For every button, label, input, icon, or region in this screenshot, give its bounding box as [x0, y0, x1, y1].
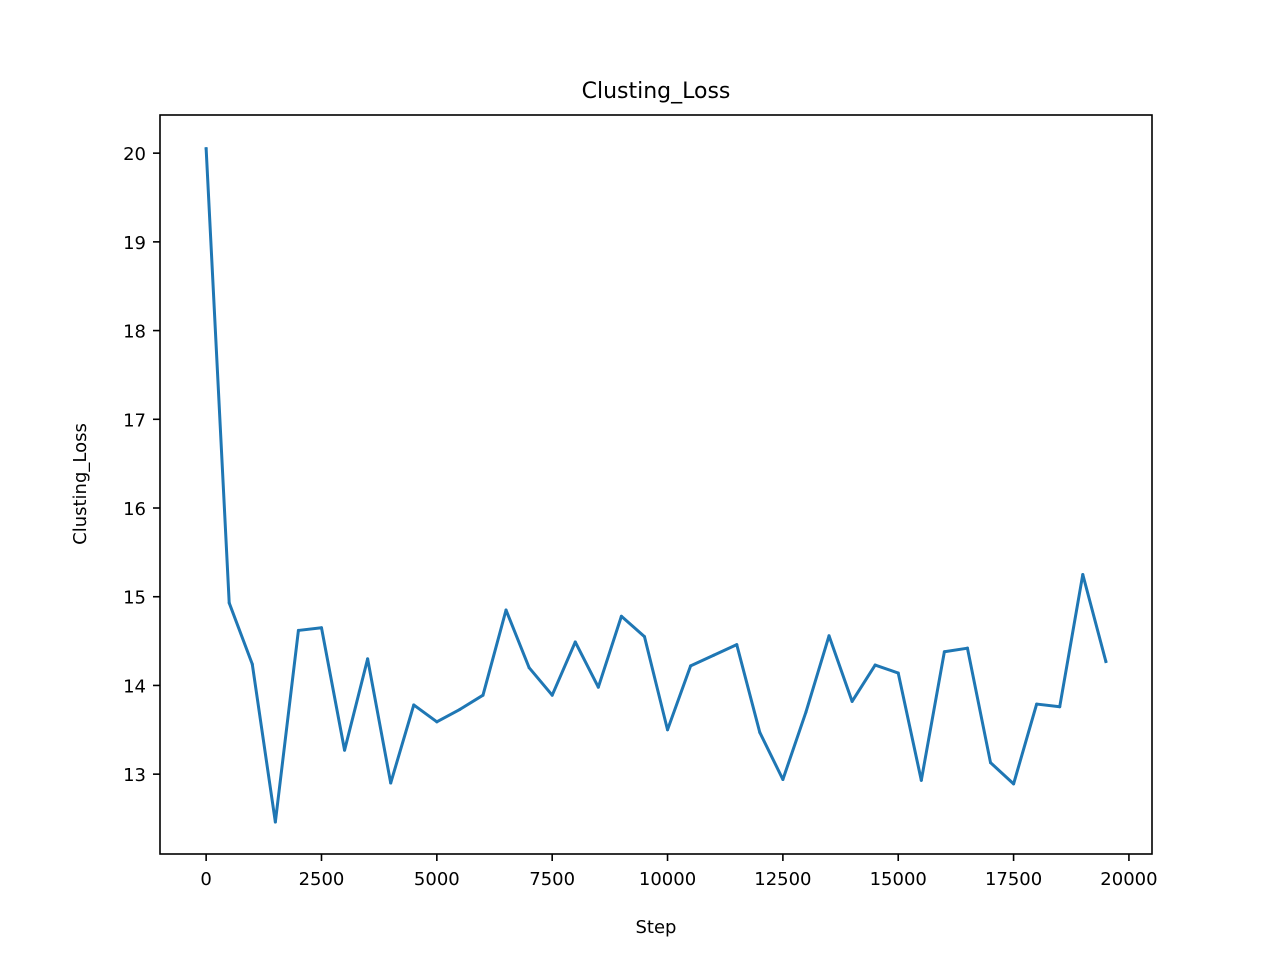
y-axis-label: Clusting_Loss: [70, 423, 91, 545]
y-tick-label: 19: [123, 233, 146, 254]
x-tick-label: 12500: [754, 869, 811, 890]
x-tick-label: 5000: [414, 869, 460, 890]
data-point: [458, 707, 462, 711]
y-tick-label: 15: [123, 588, 146, 609]
x-axis-ticks: 0 2500 5000 7500 10000 12500 15000 17500 20000: [200, 854, 1158, 890]
data-point: [481, 693, 485, 697]
data-point: [896, 671, 900, 675]
data-point: [989, 761, 993, 765]
data-point: [965, 646, 969, 650]
data-point: [666, 728, 670, 732]
data-point: [804, 710, 808, 714]
y-axis-ticks: 13 14 15 16 17 18 19 20: [123, 144, 160, 786]
x-axis-label: Step: [636, 917, 677, 938]
data-point: [850, 699, 854, 703]
chart-title: Clusting_Loss: [582, 79, 731, 104]
data-point: [273, 820, 277, 824]
plot-frame: [159, 114, 1153, 855]
data-point: [435, 720, 439, 724]
y-tick-label: 17: [123, 410, 146, 431]
data-point: [227, 601, 231, 605]
y-tick-label: 18: [123, 322, 146, 343]
data-point: [250, 662, 254, 666]
x-tick-label: 2500: [299, 869, 345, 890]
data-point: [596, 685, 600, 689]
data-point: [389, 781, 393, 785]
data-point: [619, 614, 623, 618]
y-tick-label: 13: [123, 765, 146, 786]
x-tick-label: 0: [200, 869, 211, 890]
data-point: [1058, 705, 1062, 709]
data-point: [527, 666, 531, 670]
plot-background: [160, 115, 1152, 854]
data-point: [366, 657, 370, 661]
data-point: [1035, 702, 1039, 706]
data-point: [412, 703, 416, 707]
data-point: [827, 634, 831, 638]
data-point: [781, 777, 785, 781]
data-point: [873, 663, 877, 667]
x-tick-label: 17500: [985, 869, 1042, 890]
series-line-clusting-loss: [204, 147, 1108, 824]
data-point: [1104, 659, 1108, 663]
data-point: [550, 693, 554, 697]
data-point: [573, 640, 577, 644]
x-tick-label: 10000: [639, 869, 696, 890]
data-point: [1012, 782, 1016, 786]
data-point: [712, 653, 716, 657]
data-point: [319, 626, 323, 630]
x-tick-label: 20000: [1100, 869, 1157, 890]
data-point: [758, 730, 762, 734]
y-tick-label: 20: [123, 144, 146, 165]
data-point: [204, 147, 208, 151]
y-tick-label: 16: [123, 499, 146, 520]
data-point: [642, 635, 646, 639]
data-point: [919, 778, 923, 782]
series-points: [204, 147, 1108, 824]
x-tick-label: 7500: [529, 869, 575, 890]
x-tick-label: 15000: [870, 869, 927, 890]
y-tick-label: 14: [123, 676, 146, 697]
data-point: [504, 608, 508, 612]
data-point: [296, 628, 300, 632]
data-point: [735, 643, 739, 647]
data-point: [942, 650, 946, 654]
data-point: [343, 748, 347, 752]
data-point: [689, 664, 693, 668]
data-point: [1081, 573, 1085, 577]
